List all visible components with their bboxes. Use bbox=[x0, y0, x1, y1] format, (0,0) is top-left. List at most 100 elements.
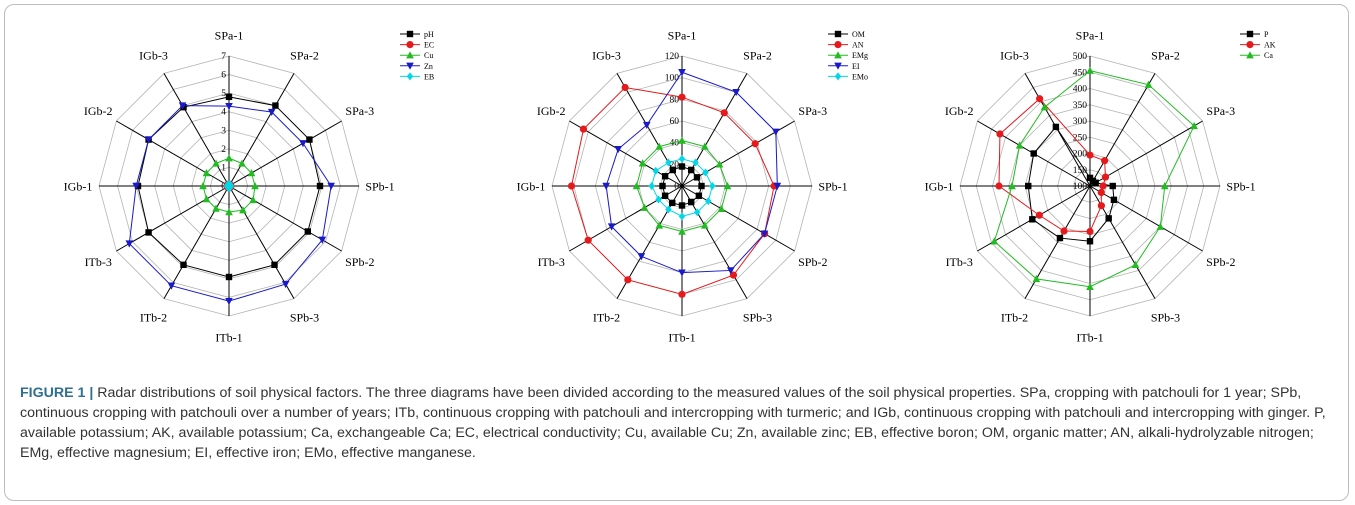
data-point bbox=[698, 182, 705, 190]
legend-marker bbox=[1246, 30, 1254, 38]
axis-spoke bbox=[1089, 120, 1203, 187]
category-label: ITb-1 bbox=[215, 331, 242, 345]
data-point bbox=[238, 159, 246, 167]
data-point bbox=[327, 182, 335, 190]
data-point bbox=[225, 102, 233, 111]
data-point bbox=[202, 169, 211, 177]
legend-label: Ca bbox=[1264, 51, 1273, 60]
data-point bbox=[1097, 202, 1105, 210]
data-point bbox=[304, 228, 312, 235]
series-P bbox=[1025, 123, 1118, 245]
data-point bbox=[225, 297, 233, 306]
data-point bbox=[125, 240, 134, 248]
category-label: IGb-3 bbox=[1000, 49, 1029, 63]
tick-label: 100 bbox=[1073, 182, 1088, 192]
data-point bbox=[773, 182, 782, 190]
data-point bbox=[225, 208, 233, 216]
data-point bbox=[272, 102, 279, 109]
data-point bbox=[1131, 260, 1140, 269]
data-point bbox=[225, 93, 233, 101]
data-point bbox=[607, 223, 616, 231]
data-point bbox=[665, 158, 672, 167]
tick-label: 4 bbox=[221, 108, 226, 118]
data-point bbox=[661, 173, 669, 180]
legend-marker bbox=[834, 51, 842, 59]
data-point bbox=[1109, 182, 1116, 190]
data-point bbox=[316, 182, 324, 190]
data-point bbox=[1105, 215, 1112, 222]
category-label: SPb-3 bbox=[743, 310, 772, 324]
data-point bbox=[624, 276, 632, 284]
legend-marker bbox=[406, 62, 414, 70]
data-point bbox=[306, 136, 313, 143]
tick-label: 0 bbox=[674, 182, 679, 192]
data-point bbox=[688, 198, 695, 206]
tick-label: 20 bbox=[670, 160, 680, 170]
category-label: IGb-3 bbox=[592, 49, 621, 63]
category-label: SPb-3 bbox=[290, 310, 319, 324]
data-point bbox=[239, 206, 247, 214]
legend-label: EI bbox=[852, 62, 860, 71]
axis-spoke bbox=[228, 73, 295, 187]
data-point bbox=[655, 221, 664, 229]
axis-spoke bbox=[163, 185, 230, 299]
axis-spoke bbox=[1089, 73, 1156, 187]
tick-label: 1 bbox=[221, 163, 226, 173]
data-point bbox=[760, 230, 769, 238]
data-point bbox=[678, 290, 686, 298]
series-Cu bbox=[199, 154, 259, 216]
legend-label: EMg bbox=[852, 51, 868, 60]
category-label: SPa-3 bbox=[345, 104, 374, 118]
data-point bbox=[1036, 95, 1044, 103]
data-point bbox=[669, 199, 676, 207]
axis-spoke bbox=[228, 185, 295, 299]
data-point bbox=[661, 192, 669, 199]
axis-spoke bbox=[1089, 185, 1203, 252]
data-point bbox=[1056, 234, 1064, 242]
data-point bbox=[678, 202, 686, 209]
caption-text: Radar distributions of soil physical fac… bbox=[20, 385, 1326, 461]
category-label: SPb-1 bbox=[1226, 180, 1255, 194]
data-point bbox=[688, 166, 695, 174]
data-point bbox=[202, 195, 211, 203]
data-point bbox=[678, 227, 686, 235]
data-point bbox=[249, 195, 257, 204]
data-point bbox=[772, 128, 780, 136]
data-point bbox=[567, 182, 576, 190]
data-point bbox=[1086, 238, 1094, 245]
data-point bbox=[678, 69, 686, 77]
series-EB bbox=[223, 180, 235, 192]
legend-label: Cu bbox=[424, 51, 433, 60]
data-point bbox=[1156, 222, 1165, 230]
tick-label: 5 bbox=[221, 89, 226, 99]
data-point bbox=[648, 182, 655, 190]
data-point bbox=[1052, 123, 1060, 131]
data-point bbox=[199, 182, 207, 190]
legend-marker bbox=[834, 30, 842, 38]
category-label: SPb-2 bbox=[345, 255, 374, 269]
tick-label: 100 bbox=[665, 74, 680, 84]
data-point bbox=[584, 236, 592, 244]
data-point bbox=[1060, 227, 1068, 235]
data-point bbox=[996, 130, 1004, 138]
data-point bbox=[180, 261, 187, 269]
data-point bbox=[632, 182, 641, 190]
category-label: ITb-2 bbox=[593, 310, 620, 324]
tick-label: 250 bbox=[1073, 133, 1088, 143]
tick-label: 150 bbox=[1073, 166, 1088, 176]
data-point bbox=[693, 174, 701, 181]
tick-label: 40 bbox=[670, 139, 680, 149]
data-point bbox=[247, 169, 256, 177]
data-point bbox=[700, 221, 709, 229]
data-point bbox=[178, 102, 187, 110]
tick-label: 60 bbox=[670, 117, 680, 127]
category-label: SPa-2 bbox=[290, 49, 319, 63]
tick-label: 350 bbox=[1073, 101, 1088, 111]
radar-chart-1: 01234567SPa-1SPa-2SPa-3SPb-1SPb-2SPb-3IT… bbox=[64, 29, 435, 345]
data-point bbox=[692, 158, 699, 167]
data-point bbox=[602, 182, 610, 190]
legend-label: Zn bbox=[424, 62, 433, 71]
data-point bbox=[1040, 103, 1049, 111]
data-point bbox=[224, 180, 232, 189]
